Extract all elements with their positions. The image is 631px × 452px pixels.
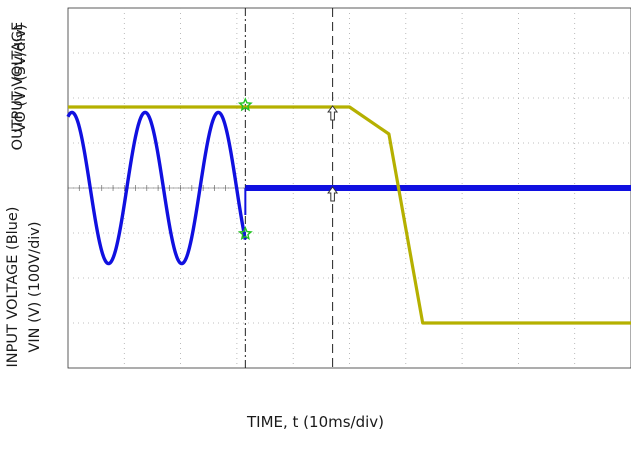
vo-trace	[68, 105, 631, 325]
y-axis-label-input-line1: INPUT VOLTAGE (Blue)	[5, 206, 21, 368]
oscilloscope-plot	[66, 7, 631, 369]
star-marker	[237, 225, 253, 241]
y-axis-label-input-line2: VIN (V) (100V/div)	[27, 221, 43, 353]
arrow-marker	[327, 186, 339, 202]
x-axis-label: TIME, t (10ms/div)	[246, 413, 385, 431]
vin-sine-trace	[66, 110, 248, 266]
star-marker	[237, 97, 253, 112]
arrow-marker	[327, 105, 339, 121]
